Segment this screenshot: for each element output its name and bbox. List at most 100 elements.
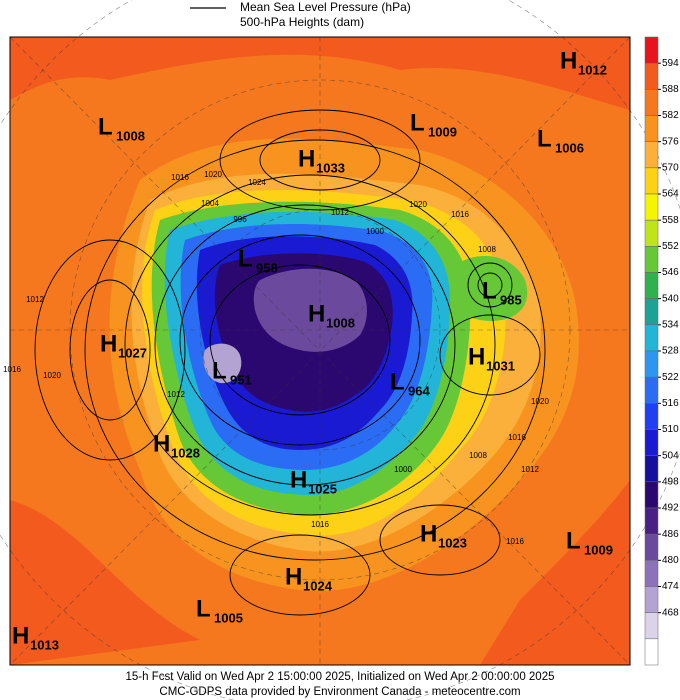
contour-label: 1020 (531, 397, 549, 406)
center-type: H (560, 47, 577, 74)
colorbar-swatch (644, 560, 659, 587)
center-type: L (537, 125, 552, 152)
colorbar-swatch (644, 62, 659, 90)
contour-label: 1016 (506, 537, 524, 546)
colorbar-label: 576 (662, 136, 679, 147)
colorbar-swatch (644, 167, 659, 195)
center-type: H (308, 300, 325, 327)
center-value: 1008 (116, 128, 145, 143)
center-type: L (212, 357, 227, 384)
colorbar-swatch (644, 246, 659, 273)
center-type: H (285, 563, 302, 590)
isobar (467, 262, 513, 308)
colorbar-swatch (644, 429, 659, 456)
colorbar-swatch (644, 272, 659, 299)
center-value: 951 (230, 372, 252, 387)
center-type: L (410, 109, 425, 136)
contour-label: 1020 (409, 200, 427, 209)
band (480, 480, 630, 665)
isobar (154, 204, 456, 486)
colorbar-swatch (644, 481, 659, 509)
center-value: 985 (500, 292, 522, 307)
contour-label: 1012 (167, 390, 185, 399)
center-value: 1023 (438, 535, 467, 550)
colorbar-label: 504 (662, 450, 679, 461)
colorbar-swatch (644, 193, 659, 221)
isobar (379, 504, 501, 576)
contour-label: 1004 (201, 199, 219, 208)
colorbar-label: 540 (662, 293, 679, 304)
colorbar-swatch (644, 533, 659, 561)
band (203, 343, 242, 384)
center-type: H (298, 145, 315, 172)
center-type: H (100, 330, 117, 357)
colorbar-label: 582 (662, 110, 679, 121)
colorbar-label: 510 (662, 424, 679, 435)
colorbar-swatch (644, 298, 659, 326)
center-value: 964 (408, 383, 430, 398)
contour-label: 1016 (451, 210, 469, 219)
contour-label: 1016 (508, 433, 526, 442)
contour-label: 1000 (394, 465, 412, 474)
center-type: L (98, 113, 113, 140)
center-type: H (153, 430, 170, 457)
isobar (179, 234, 421, 446)
center-value: 1005 (214, 610, 243, 625)
center-value: 1009 (584, 542, 613, 557)
contour-label: 1012 (521, 465, 539, 474)
center-value: 1006 (555, 140, 584, 155)
center-type: L (566, 527, 581, 554)
center-value: 1012 (578, 62, 607, 77)
colorbar-label: 474 (662, 581, 679, 592)
contour-label: 1016 (3, 365, 21, 374)
colorbar-swatch (644, 36, 659, 64)
contour-label: 1012 (26, 295, 44, 304)
contour-label: 1012 (331, 208, 349, 217)
colorbar-label: 498 (662, 476, 679, 487)
colorbar-label: 570 (662, 162, 679, 173)
center-value: 1028 (171, 445, 200, 460)
contour-label: 996 (233, 215, 247, 224)
colorbar-swatch (644, 324, 659, 352)
colorbar-swatch (644, 638, 659, 666)
isobars (34, 109, 546, 616)
colorbar-swatch (644, 219, 659, 247)
isobar (84, 139, 546, 561)
center-type: H (12, 622, 29, 649)
colorbar-label: 534 (662, 319, 679, 330)
colorbar-swatch (644, 350, 659, 378)
colorbar-swatch (644, 612, 659, 640)
isobar (209, 264, 391, 416)
center-type: L (238, 245, 253, 272)
colorbar-swatch (644, 455, 659, 483)
contour-label: 1024 (248, 178, 266, 187)
colorbar-swatch (644, 507, 659, 535)
center-type: L (196, 595, 211, 622)
contour-label: 1016 (311, 520, 329, 529)
colorbar-swatch (644, 141, 659, 169)
contour-label: 1008 (469, 451, 487, 460)
isobar (34, 239, 186, 461)
band (10, 37, 630, 110)
colorbar-label: 516 (662, 398, 679, 409)
colorbar-label: 546 (662, 267, 679, 278)
center-value: 1025 (308, 481, 337, 496)
colorbar-swatch (644, 586, 659, 613)
center-value: 958 (256, 260, 278, 275)
center-value: 1027 (118, 345, 147, 360)
center-value: 1033 (316, 160, 345, 175)
center-value: 1031 (486, 358, 515, 373)
colorbar-swatch (644, 403, 659, 430)
colorbar-label: 558 (662, 215, 679, 226)
center-type: H (290, 466, 307, 493)
center-value: 1013 (30, 637, 59, 652)
colorbar-label: 468 (662, 607, 679, 618)
center-type: H (468, 343, 485, 370)
isobar (124, 174, 496, 516)
center-type: H (420, 520, 437, 547)
isobar (69, 279, 151, 421)
center-value: 1008 (326, 315, 355, 330)
contour-label: 1020 (43, 371, 61, 380)
